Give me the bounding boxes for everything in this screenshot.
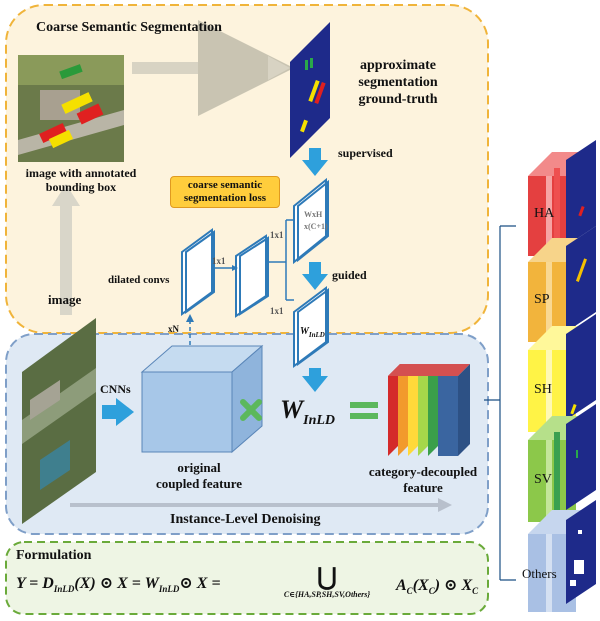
conv-wxh-label: WxH (304, 210, 323, 219)
approx-gt-line3: ground-truth (358, 91, 438, 107)
cnn-arrow (102, 398, 134, 426)
coarse-loss-line2: segmentation loss (183, 192, 267, 205)
guided-arrow (302, 262, 328, 290)
annotated-image (18, 55, 124, 162)
category-bracket (484, 225, 516, 581)
guided-label: guided (332, 268, 367, 282)
category-label-sp: SP (534, 292, 550, 307)
formula-lhs: Y = D (16, 575, 54, 592)
coarse-segmentation-title: Coarse Semantic Segmentation (36, 20, 222, 35)
category-label-sv: SV (534, 472, 552, 487)
image-up-arrow (60, 200, 72, 315)
w-small-sub: InLD (308, 331, 325, 339)
conv-layer-top (293, 177, 329, 265)
coupled-feature-cube (140, 344, 264, 454)
conv-layer-1 (181, 228, 215, 316)
w-arrow (302, 368, 328, 392)
instance-denoising-title: Instance-Level Denoising (170, 512, 321, 527)
coarse-loss-badge: coarse semantic segmentation loss (170, 176, 280, 208)
w-small-label: WInLD (300, 326, 325, 339)
formula-sub1: InLD (53, 584, 75, 595)
formula-left: Y = DInLD(X) ⊙ X = WInLD⊙ X = (16, 574, 221, 595)
formula-mid2: ⊙ X = (179, 575, 221, 592)
decoupled-line2: feature (403, 479, 443, 495)
formula-sub2: InLD (158, 584, 180, 595)
approx-gt-line2: segmentation (358, 74, 438, 90)
conv-1x1-label-c: 1x1 (270, 306, 284, 316)
conv-layer-2 (235, 234, 269, 318)
equals-icon (350, 402, 378, 419)
original-line2: coupled feature (155, 475, 243, 491)
instance-flow-arrow (70, 498, 452, 512)
formulation-panel (5, 541, 489, 615)
w-small-letter: W (300, 326, 309, 337)
approx-gt-line1: approximate (360, 58, 436, 73)
conv-1x1-label-b: 1x1 (270, 230, 284, 240)
formula-right: AC(XC) ⊙ XC (396, 576, 478, 597)
category-label-ha: HA (534, 206, 555, 221)
coarse-loss-line1: coarse semantic (187, 179, 263, 191)
union-subscript: C∈{HA,SP,SH,SV,Others} (283, 590, 371, 599)
w-inld-sub: InLD (303, 413, 336, 429)
formula-rhs: A (396, 577, 407, 594)
category-others (528, 500, 596, 612)
formula-rhs-sub: C (406, 586, 413, 597)
original-line1: original (177, 460, 221, 475)
formula-rhs3: ) ⊙ X (434, 577, 473, 594)
formulation-title: Formulation (16, 548, 92, 563)
formula-rhs3-sub: C (472, 586, 479, 597)
formula-rhs2: (X (412, 577, 429, 594)
conv-1x1-label-a: 1x1 (212, 256, 226, 266)
category-sh (528, 314, 596, 432)
category-sp (528, 226, 596, 342)
decoupled-feature-label: category-decoupled feature (360, 464, 486, 495)
decoupled-line1: category-decoupled (368, 464, 478, 479)
category-label-others: Others (522, 566, 557, 581)
cnns-label: CNNs (100, 382, 131, 396)
dilated-convs-label: dilated convs (108, 274, 170, 286)
w-inld-letter: W (280, 395, 304, 424)
image-label: image (48, 292, 82, 307)
approx-gt-label: approximate segmentation ground-truth (338, 58, 458, 108)
formula-union: ⋃ C∈{HA,SP,SH,SV,Others} (262, 566, 392, 600)
supervised-arrow (302, 148, 328, 176)
category-sv (528, 404, 596, 522)
supervised-label: supervised (338, 146, 393, 160)
original-feature-label: original coupled feature (134, 460, 264, 491)
decoupled-feature-stack (388, 364, 470, 456)
annotated-image-line1: image with annotated (25, 166, 137, 180)
formula-mid1: (X) ⊙ X = W (74, 575, 159, 592)
conv-c1-label: x(C+1) (304, 222, 328, 231)
annotated-image-line2: bounding box (45, 180, 117, 195)
category-label-sh: SH (534, 382, 552, 397)
xn-label: xN (168, 324, 179, 334)
formula-rhs2-sub: C (428, 586, 435, 597)
annotated-image-label: image with annotated bounding box (6, 166, 156, 195)
w-inld-label: WInLD (280, 394, 335, 430)
input-image (22, 318, 96, 524)
multiply-icon (240, 399, 262, 421)
approx-gt-map (290, 22, 330, 158)
union-symbol: ⋃ (317, 565, 337, 591)
conv-layer-w (293, 286, 329, 368)
